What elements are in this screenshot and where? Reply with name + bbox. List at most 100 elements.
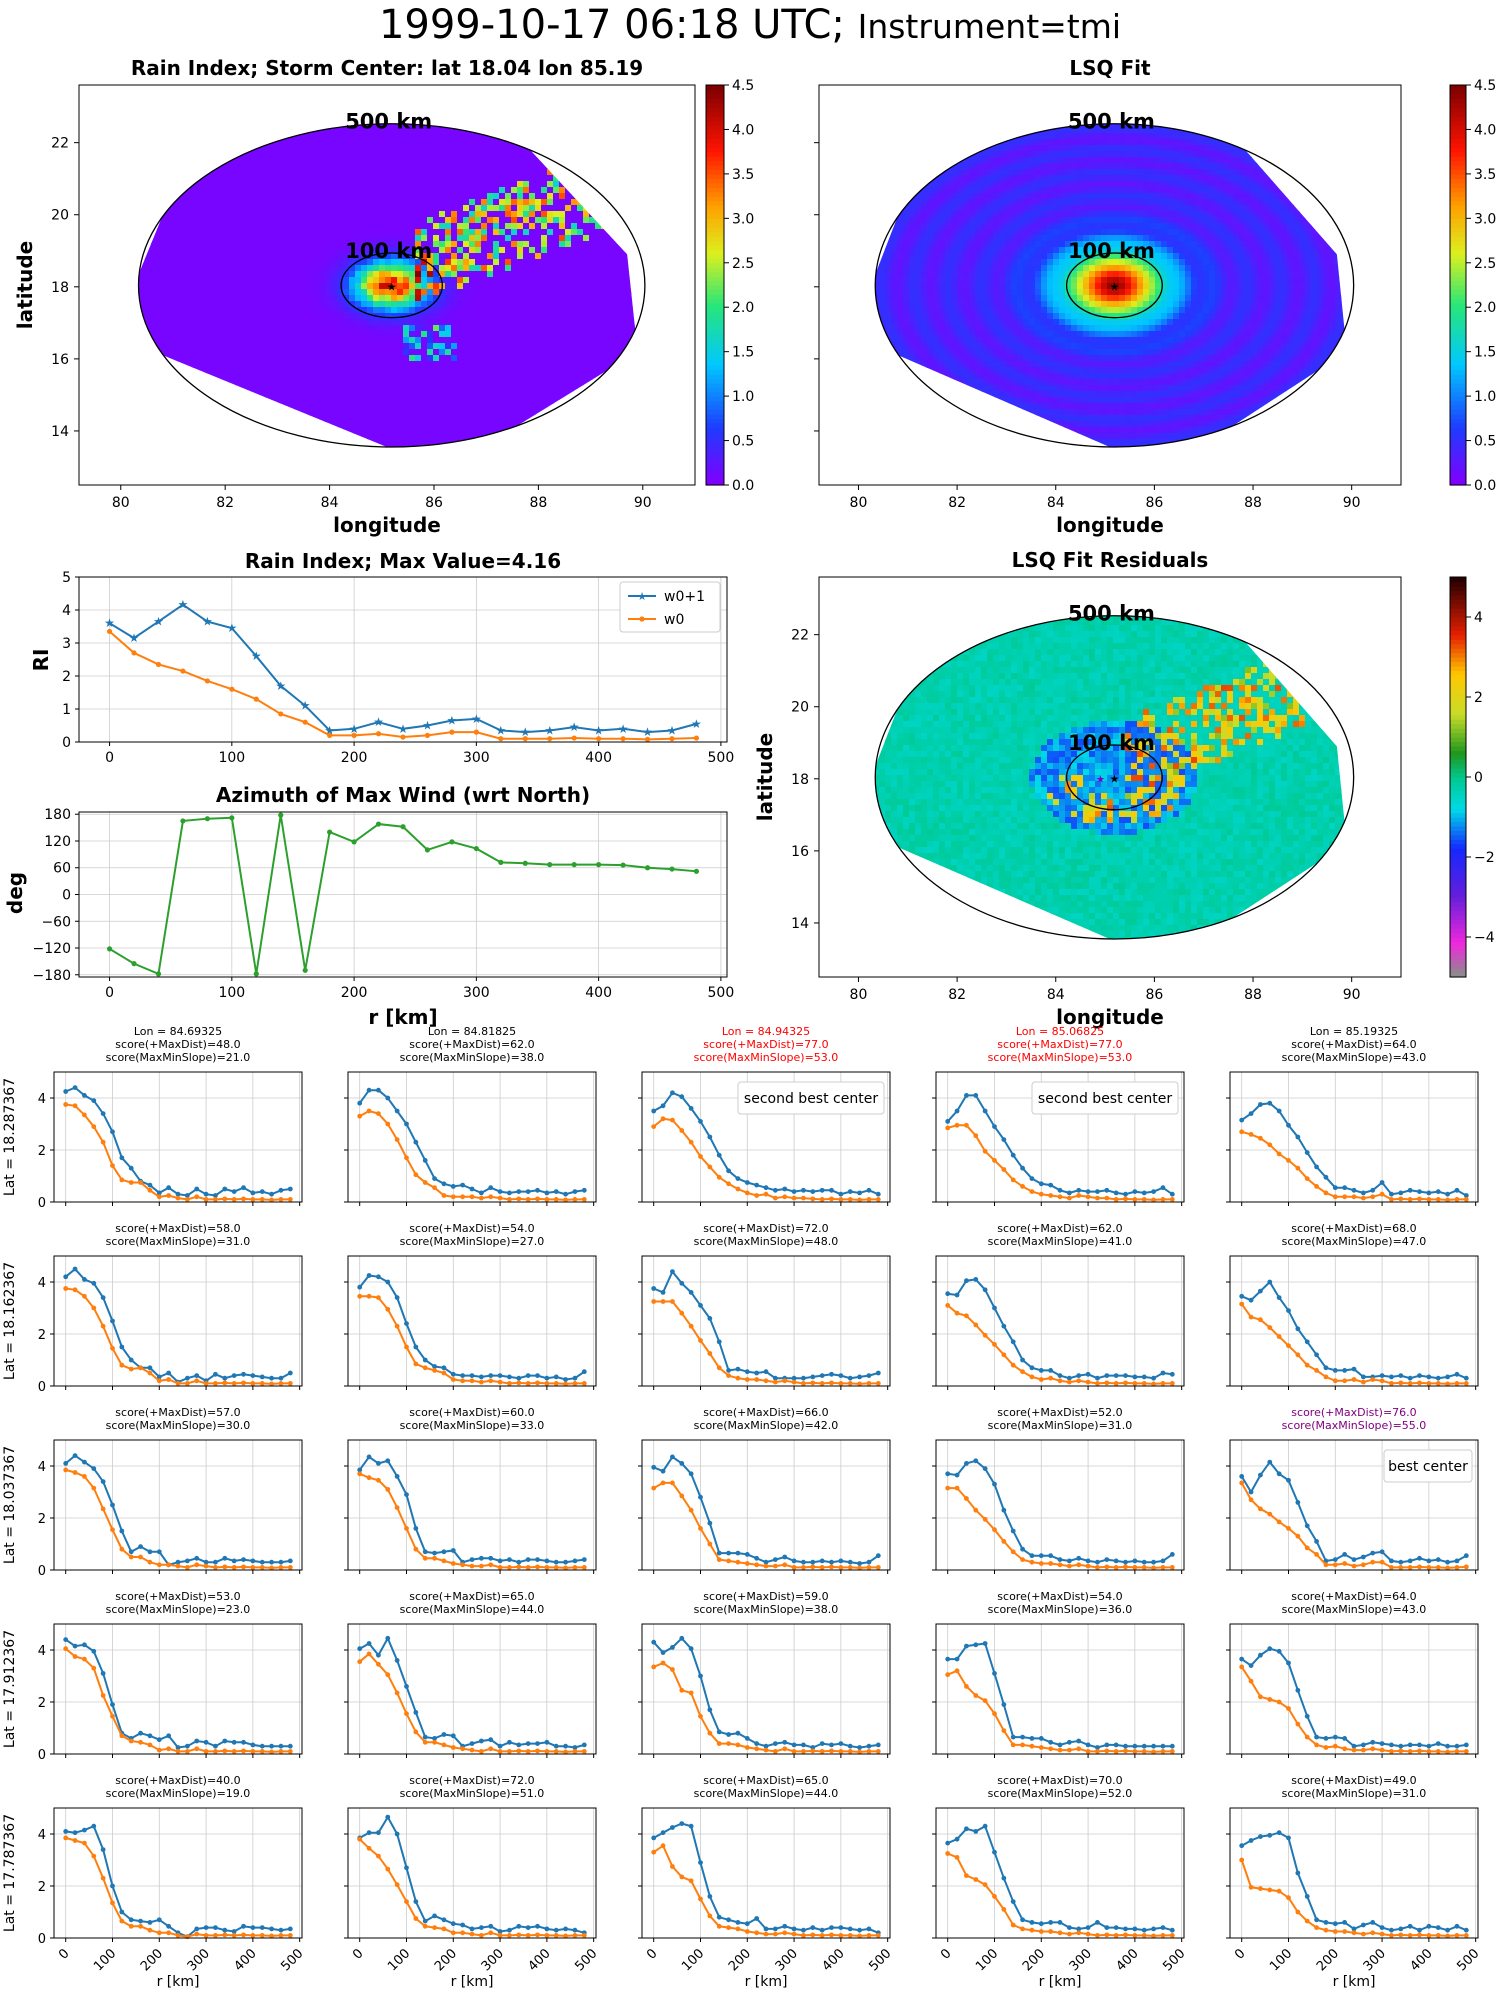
map-cell: [181, 415, 188, 422]
map-cell: [487, 343, 494, 350]
map-cell: [409, 397, 416, 404]
map-cell: [499, 187, 506, 194]
map-cell: [253, 187, 260, 194]
map-cell: [307, 235, 314, 242]
map-cell: [85, 169, 92, 176]
map-cell: [469, 379, 476, 386]
map-cell: [295, 211, 302, 218]
map-cell: [301, 223, 308, 230]
map-cell: [319, 103, 326, 110]
map-cell: [493, 307, 500, 314]
map-cell: [205, 481, 212, 488]
map-cell: [415, 337, 422, 344]
map-cell: [313, 103, 320, 110]
map-cell: [367, 235, 374, 242]
map-cell: [259, 277, 266, 284]
map-cell: [97, 109, 104, 116]
map-cell: [427, 205, 434, 212]
map-cell: [295, 403, 302, 410]
map-cell: [361, 169, 368, 176]
map-cell: [127, 229, 134, 236]
map-cell: [259, 325, 266, 332]
map-cell: [163, 247, 170, 254]
map-cell: [463, 223, 470, 230]
map-cell: [313, 451, 320, 458]
map-cell: [373, 223, 380, 230]
map-cell: [223, 217, 230, 224]
map-cell: [223, 481, 230, 488]
map-cell: [103, 349, 110, 356]
map-cell: [211, 349, 218, 356]
map-cell: [133, 475, 140, 482]
map-cell: [379, 379, 386, 386]
map-cell: [499, 331, 506, 338]
map-cell: [367, 397, 374, 404]
map-cell: [235, 331, 242, 338]
map-cell: [409, 205, 416, 212]
map-cell: [253, 457, 260, 464]
map-cell: [349, 343, 356, 350]
map-cell: [325, 397, 332, 404]
map-cell: [403, 379, 410, 386]
map-cell: [211, 373, 218, 380]
map-cell: [289, 457, 296, 464]
map-cell: [121, 187, 128, 194]
map-cell: [295, 469, 302, 476]
map-cell: [337, 289, 344, 296]
map-cell: [493, 469, 500, 476]
map-cell: [475, 253, 482, 260]
map-cell: [253, 349, 260, 356]
map-cell: [241, 181, 248, 188]
map-cell: [259, 109, 266, 116]
map-cell: [493, 241, 500, 248]
map-cell: [91, 157, 98, 164]
map-cell: [211, 451, 218, 458]
map-cell: [511, 307, 518, 314]
map-cell: [223, 193, 230, 200]
map-cell: [247, 97, 254, 104]
map-cell: [211, 337, 218, 344]
map-cell: [247, 319, 254, 326]
map-cell: [439, 397, 446, 404]
map-cell: [367, 211, 374, 218]
map-cell: [295, 253, 302, 260]
map-cell: [463, 283, 470, 290]
map-cell: [85, 133, 92, 140]
map-cell: [115, 259, 122, 266]
map-cell: [457, 313, 464, 320]
map-cell: [481, 193, 488, 200]
map-cell: [481, 289, 488, 296]
map-cell: [91, 325, 98, 332]
map-cell: [367, 175, 374, 182]
map-cell: [193, 343, 200, 350]
map-cell: [211, 133, 218, 140]
map-cell: [109, 253, 116, 260]
map-cell: [127, 343, 134, 350]
map-cell: [355, 169, 362, 176]
map-cell: [331, 157, 338, 164]
map-cell: [463, 445, 470, 447]
map-cell: [373, 421, 380, 428]
map-cell: [295, 247, 302, 254]
map-cell: [295, 451, 302, 458]
map-cell: [499, 307, 506, 314]
map-cell: [295, 481, 302, 488]
map-cell: [511, 109, 518, 116]
map-cell: [187, 475, 194, 482]
map-cell: [331, 373, 338, 380]
map-cell: [403, 343, 410, 350]
map-cell: [385, 337, 392, 344]
map-cell: [391, 385, 398, 392]
map-cell: [193, 139, 200, 146]
map-cell: [157, 115, 164, 122]
map-cell: [127, 415, 134, 422]
map-cell: [97, 295, 104, 302]
map-cell: [367, 259, 374, 266]
map-cell: [331, 367, 338, 374]
map-cell: [139, 325, 146, 332]
map-cell: [367, 301, 374, 308]
map-cell: [475, 307, 482, 314]
map-cell: [433, 439, 440, 446]
map-cell: [163, 451, 170, 458]
map-cell: [187, 391, 194, 398]
